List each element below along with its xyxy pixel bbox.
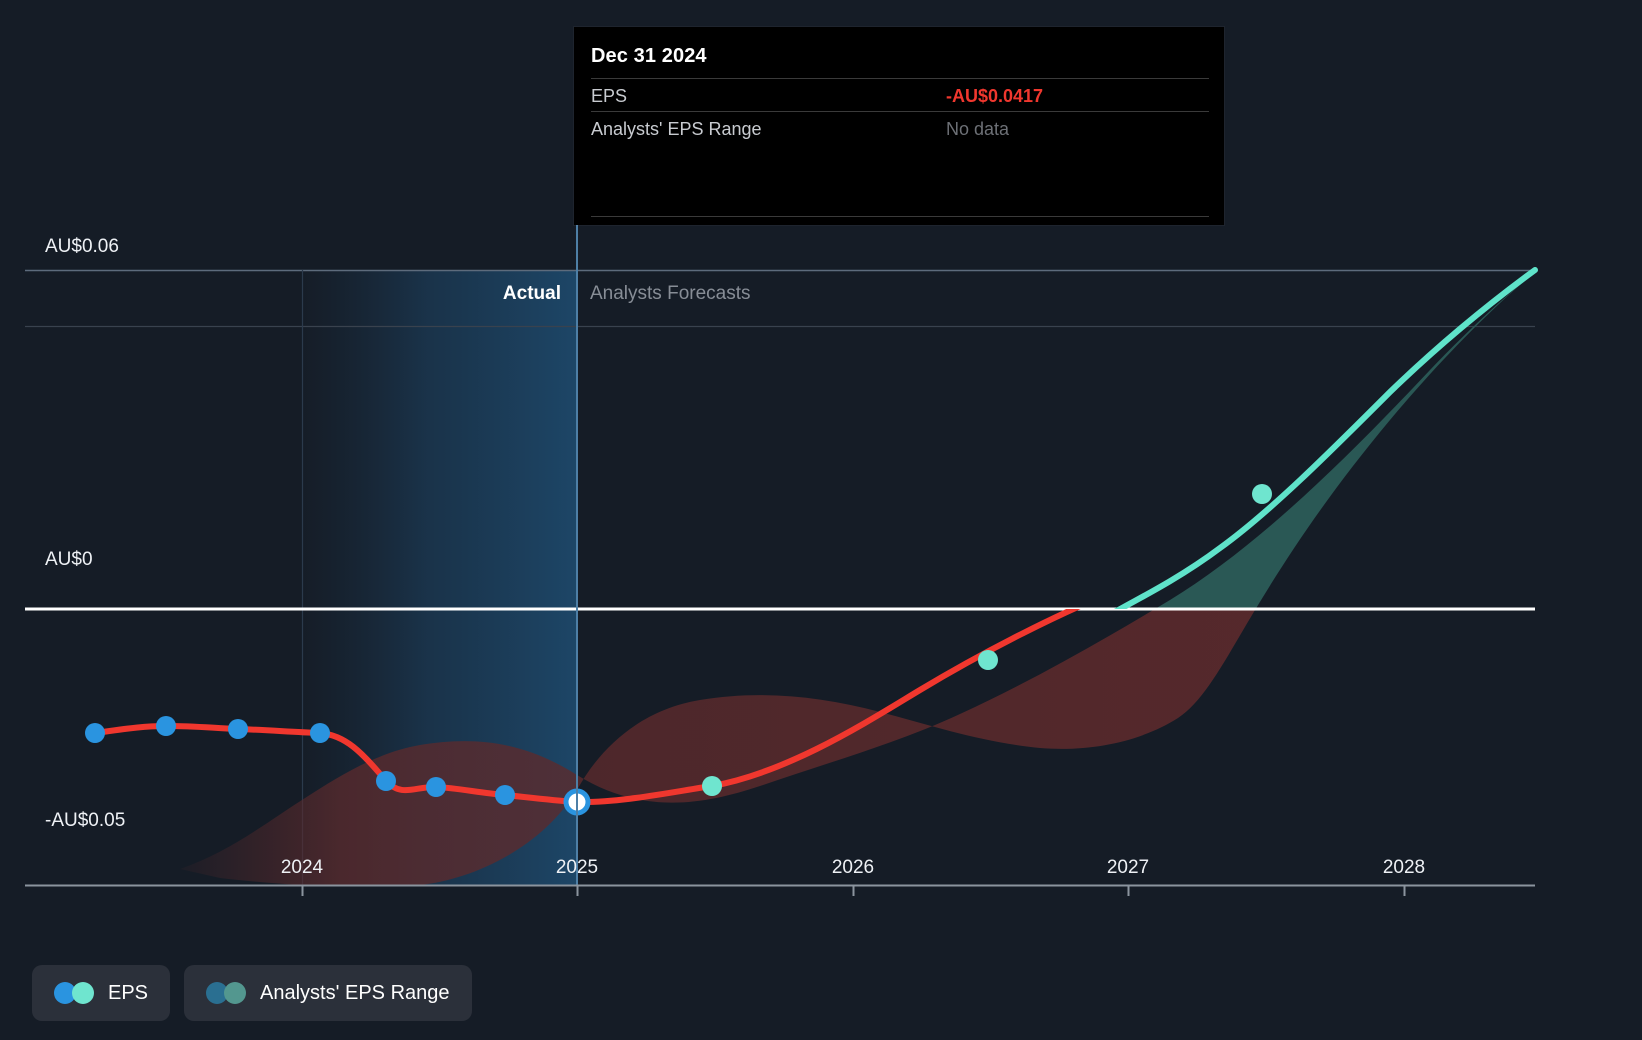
x-axis-ticks — [301, 885, 1406, 896]
data-point[interactable] — [85, 723, 105, 743]
tooltip-eps-label: EPS — [591, 86, 628, 106]
legend-swatch-eps-icon — [54, 982, 94, 1004]
tooltip-eps-value: -AU$0.0417 — [946, 86, 1044, 106]
legend-label-eps: EPS — [108, 981, 149, 1004]
tooltip-range-value: No data — [946, 119, 1010, 139]
tooltip-range-label: Analysts' EPS Range — [591, 119, 762, 139]
tooltip-row-eps: EPS -AU$0.0417 — [591, 78, 1209, 111]
y-axis-label-zero: AU$0 — [45, 549, 93, 570]
data-point[interactable] — [978, 650, 998, 670]
data-point[interactable] — [310, 723, 330, 743]
tooltip-title: Dec 31 2024 — [591, 45, 707, 67]
y-axis-label-bottom: -AU$0.05 — [45, 810, 126, 831]
legend-label-analysts-eps-range: Analysts' EPS Range — [260, 981, 450, 1004]
tooltip-row-divider — [591, 78, 1209, 79]
x-axis-label-2026: 2026 — [831, 857, 875, 878]
legend-swatch-range-icon — [206, 982, 247, 1004]
x-axis-label-2028: 2028 — [1382, 857, 1426, 878]
x-axis-label-2025: 2025 — [555, 857, 599, 878]
x-axis-label-2027: 2027 — [1106, 857, 1150, 878]
data-point[interactable] — [702, 776, 722, 796]
data-point[interactable] — [156, 716, 176, 736]
x-axis-label-2024: 2024 — [280, 857, 324, 878]
data-point[interactable] — [228, 719, 248, 739]
data-point[interactable] — [426, 777, 446, 797]
data-point[interactable] — [376, 771, 396, 791]
tooltip-row-divider — [591, 111, 1209, 112]
legend-item-eps[interactable]: EPS — [32, 965, 171, 1021]
chart-legend: EPS Analysts' EPS Range — [32, 965, 472, 1021]
actual-data-points — [85, 716, 515, 805]
forecast-eps-line-negative — [574, 609, 1081, 806]
actual-period-label: Actual — [502, 283, 561, 304]
tooltip-row-range: Analysts' EPS Range No data — [591, 111, 1209, 144]
forecast-period-label: Analysts Forecasts — [590, 283, 751, 304]
chart-tooltip: Dec 31 2024 EPS -AU$0.0417 Analysts' EPS… — [574, 27, 1224, 225]
data-point[interactable] — [495, 785, 515, 805]
tooltip-footer-divider-row — [591, 216, 1209, 249]
data-point[interactable] — [1252, 484, 1272, 504]
tooltip-row-divider — [591, 216, 1209, 217]
y-axis-label-top: AU$0.06 — [45, 236, 119, 257]
eps-range-band-negative — [180, 609, 1256, 885]
forecast-data-points — [702, 484, 1272, 796]
legend-item-analysts-eps-range[interactable]: Analysts' EPS Range — [184, 965, 472, 1021]
forecast-eps-line-positive — [1113, 267, 1538, 609]
